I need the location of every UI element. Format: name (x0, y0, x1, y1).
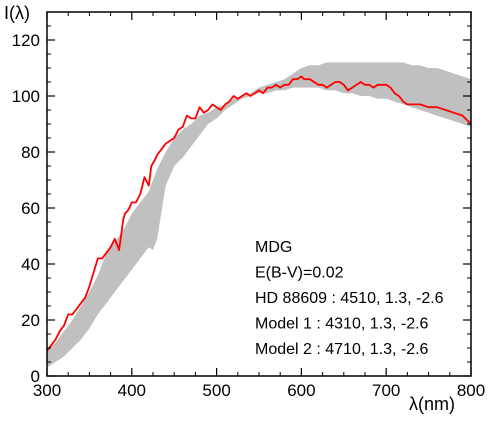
annotation-line-4: Model 1 : 4310, 1.3, -2.6 (255, 316, 429, 333)
annotation-line-5: Model 2 : 4710, 1.3, -2.6 (255, 341, 429, 358)
x-tick-label: 700 (372, 381, 400, 400)
x-tick-label: 600 (287, 381, 315, 400)
x-tick-label: 400 (118, 381, 146, 400)
y-tick-label: 120 (12, 31, 40, 50)
y-axis-title: I(λ) (4, 3, 30, 23)
y-tick-label: 0 (31, 367, 40, 386)
model-band-layer (47, 62, 471, 368)
y-tick-label: 20 (21, 311, 40, 330)
x-tick-label: 800 (457, 381, 485, 400)
y-tick-label: 40 (21, 255, 40, 274)
annotation-block: MDG E(B-V)=0.02 HD 88609 : 4510, 1.3, -2… (255, 239, 444, 358)
x-tick-label: 300 (33, 381, 61, 400)
annotation-line-3: HD 88609 : 4510, 1.3, -2.6 (255, 290, 444, 307)
model-band (47, 62, 471, 368)
y-tick-label: 60 (21, 199, 40, 218)
y-tick-label: 100 (12, 87, 40, 106)
axis-ticks: 300 400 500 600 700 800 0 20 40 60 80 100 120 (12, 12, 485, 400)
x-axis-title: λ(nm) (409, 394, 455, 414)
observed-spectrum-layer (46, 75, 472, 352)
annotation-line-2: E(B-V)=0.02 (255, 265, 344, 282)
annotation-line-1: MDG (255, 239, 292, 256)
y-tick-label: 80 (21, 143, 40, 162)
observed-spectrum-line (46, 75, 472, 352)
x-tick-label: 500 (202, 381, 230, 400)
